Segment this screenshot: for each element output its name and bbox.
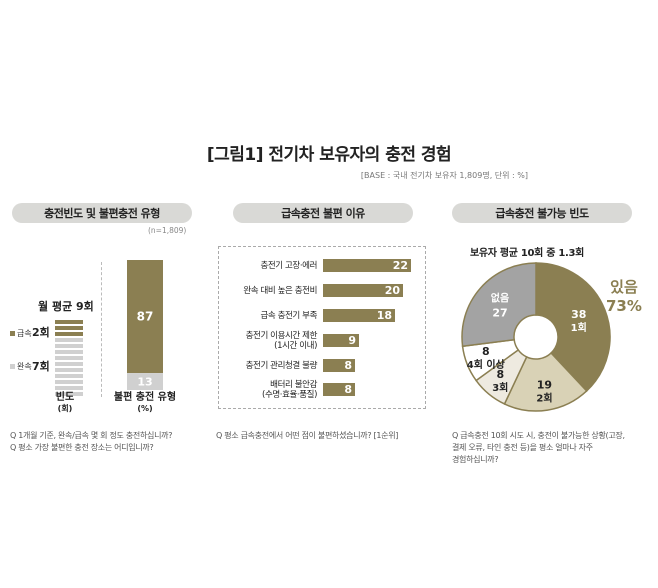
reason-label: 충전기 고장·에러 bbox=[219, 261, 317, 271]
fast-count: 2회 bbox=[32, 326, 50, 339]
fast-segment bbox=[55, 332, 83, 336]
slow-segment bbox=[55, 386, 83, 390]
frequency-stack bbox=[55, 320, 83, 398]
reason-label-line: 충전기 관리청결 불량 bbox=[245, 360, 318, 371]
legend-slow: 완속 bbox=[10, 361, 32, 372]
fast-stack bbox=[55, 320, 83, 336]
panel1-question-line2: Q 평소 가장 불편한 충전 장소는 어디입니까? bbox=[10, 443, 154, 452]
inconvenient-type-chart: 87 13 bbox=[127, 260, 163, 390]
slow-segment bbox=[55, 362, 83, 366]
panel3-question: Q 급속충전 10회 시도 시, 충전이 불가능한 상황(고장, 결제 오류, 타… bbox=[452, 430, 652, 466]
panel3-subtitle: 보유자 평균 10회 중 1.3회 bbox=[470, 248, 585, 259]
slow-segment bbox=[55, 380, 83, 384]
reason-bar-value: 20 bbox=[384, 284, 400, 297]
donut-slice-value: 27 bbox=[492, 306, 507, 319]
panel1-header: 충전빈도 및 불편충전 유형 bbox=[12, 203, 192, 223]
reason-label-line: 충전기 고장·에러 bbox=[260, 260, 317, 271]
slow-segment bbox=[55, 368, 83, 372]
reason-bar: 18 bbox=[323, 309, 395, 322]
legend-fast-label: 급속 bbox=[17, 329, 32, 338]
donut-slice-label: 2회 bbox=[536, 391, 552, 404]
reason-bar-value: 18 bbox=[376, 309, 392, 322]
sample-size: (n=1,809) bbox=[148, 226, 187, 235]
frequency-axis-label-line1: 빈도 bbox=[55, 392, 75, 403]
legend-fast: 급속 bbox=[10, 328, 32, 339]
donut-slice-value: 8 bbox=[482, 345, 490, 358]
slow-segment bbox=[55, 392, 83, 396]
reason-bar: 20 bbox=[323, 284, 403, 297]
reason-label: 충전기 관리청결 불량 bbox=[219, 360, 318, 371]
donut-slice bbox=[461, 262, 537, 348]
donut-slice bbox=[535, 262, 611, 393]
divider bbox=[101, 262, 102, 397]
reason-label-line: 충전기 이용시간 제한 bbox=[245, 330, 318, 341]
monthly-average: 월 평균 9회 bbox=[38, 300, 94, 313]
legend-fast-swatch bbox=[10, 331, 15, 336]
fast-segment bbox=[55, 326, 83, 330]
type-bar-value: 13 bbox=[137, 376, 152, 389]
reason-bar: 8 bbox=[323, 359, 355, 372]
reason-label: 완속 대비 높은 충전비 bbox=[219, 286, 317, 296]
frequency-axis-label: 빈도 (회) bbox=[40, 392, 90, 414]
reason-bar-value: 8 bbox=[344, 383, 352, 396]
yes-callout: 있음 73% bbox=[606, 278, 642, 316]
slow-count: 7회 bbox=[32, 360, 50, 373]
reason-bar: 9 bbox=[323, 334, 359, 347]
slow-segment bbox=[55, 374, 83, 378]
type-bar-segment bbox=[127, 373, 163, 390]
panel3-question-line2: 결제 오류, 타인 충전 등)을 평소 얼마나 자주 bbox=[452, 443, 593, 452]
yes-value: 73% bbox=[606, 297, 642, 315]
panel3-question-line3: 경험하십니까? bbox=[452, 455, 499, 464]
reason-bar: 22 bbox=[323, 259, 411, 272]
reason-label-line: 급속 충전기 부족 bbox=[260, 310, 317, 321]
reason-label: 충전기 이용시간 제한 (1시간 이내) bbox=[219, 330, 318, 351]
reason-label-line: (수명·효율·품질) bbox=[262, 389, 317, 400]
reason-label-line: 배터리 불안감 bbox=[270, 379, 317, 390]
reason-label: 급속 충전기 부족 bbox=[219, 311, 317, 321]
fast-segment bbox=[55, 320, 83, 324]
type-axis-label-line1: 불편 충전 유형 bbox=[113, 392, 177, 403]
legend-slow-swatch bbox=[10, 364, 15, 369]
reasons-frame: 충전기 고장·에러 22 완속 대비 높은 충전비 20 급속 충전기 부족 18 충전기 … bbox=[218, 246, 426, 409]
panel3-question-line1: Q 급속충전 10회 시도 시, 충전이 불가능한 상황(고장, bbox=[452, 431, 625, 440]
slow-segment bbox=[55, 350, 83, 354]
type-bar-segment bbox=[127, 260, 163, 374]
donut-slice-label: 없음 bbox=[491, 291, 509, 304]
donut-slice bbox=[503, 351, 588, 412]
slow-segment bbox=[55, 338, 83, 342]
panel2-question: Q 평소 급속충전에서 어떤 점이 불편하셨습니까? [1순위] bbox=[216, 431, 399, 440]
base-note: [BASE : 국내 전기차 보유자 1,809명, 단위 : %] bbox=[360, 171, 528, 180]
yes-label: 있음 bbox=[610, 278, 638, 296]
donut-slice-label: 3회 bbox=[492, 381, 508, 394]
reason-bar-value: 9 bbox=[348, 334, 356, 347]
slow-segment bbox=[55, 344, 83, 348]
slow-stack bbox=[55, 338, 83, 396]
donut-slice-value: 38 bbox=[571, 308, 586, 321]
frequency-axis-label-line2: (회) bbox=[57, 404, 73, 413]
panel1-question: Q 1개월 기준, 완속/급속 몇 회 정도 충전하십니까? Q 평소 가장 불편… bbox=[10, 430, 210, 454]
donut-slice-label: 4회 이상 bbox=[467, 358, 506, 371]
legend-slow-label: 완속 bbox=[17, 362, 32, 371]
slow-segment bbox=[55, 356, 83, 360]
figure-title: [그림1] 전기차 보유자의 충전 경험 bbox=[206, 145, 452, 165]
type-axis-label-line2: (%) bbox=[137, 404, 153, 413]
donut-slice-label: 1회 bbox=[571, 321, 587, 334]
reason-label: 배터리 불안감 (수명·효율·품질) bbox=[219, 380, 317, 400]
panel3-header: 급속충전 불가능 빈도 bbox=[452, 203, 632, 223]
donut-slice-value: 8 bbox=[496, 368, 504, 381]
type-axis-label: 불편 충전 유형 (%) bbox=[105, 392, 185, 414]
reason-label-line: (1시간 이내) bbox=[274, 340, 317, 351]
panel1-question-line1: Q 1개월 기준, 완속/급속 몇 회 정도 충전하십니까? bbox=[10, 431, 173, 440]
donut-slice-value: 19 bbox=[537, 378, 552, 391]
reason-bar-value: 8 bbox=[344, 359, 352, 372]
reason-label-line: 완속 대비 높은 충전비 bbox=[243, 285, 317, 296]
reason-bar-value: 22 bbox=[392, 259, 408, 272]
type-bar-value: 87 bbox=[137, 310, 154, 324]
reason-bar: 8 bbox=[323, 383, 355, 396]
panel2-header: 급속충전 불편 이유 bbox=[233, 203, 413, 223]
